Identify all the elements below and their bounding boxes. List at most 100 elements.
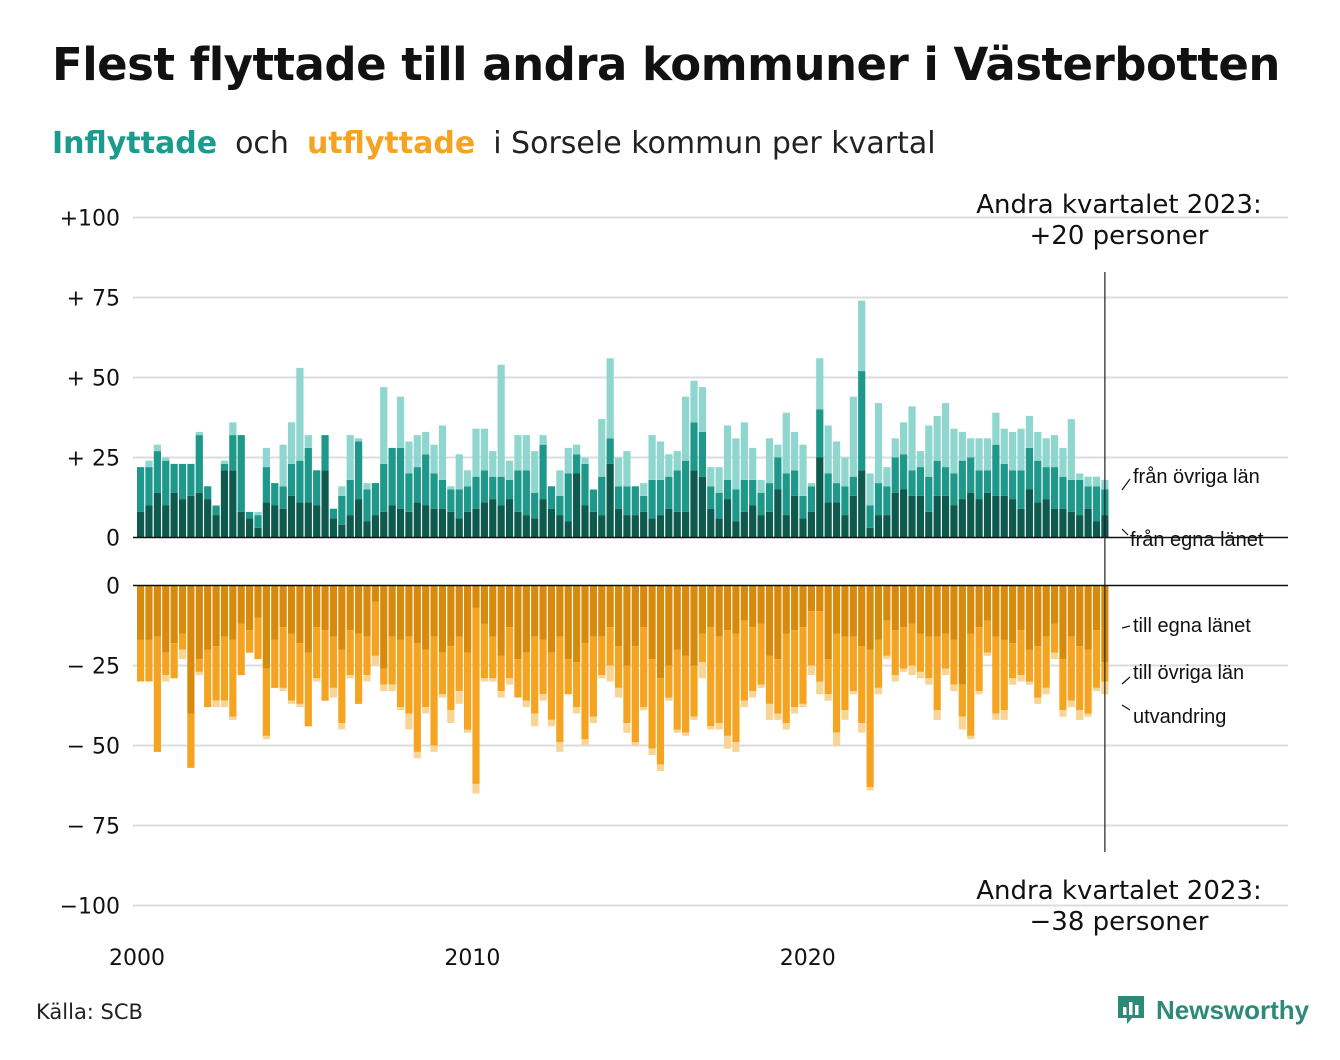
bar-in-segment bbox=[606, 438, 614, 464]
bar-in-segment bbox=[162, 460, 170, 506]
bar-in-segment bbox=[765, 483, 774, 512]
bar-out-segment bbox=[975, 627, 983, 692]
bar-in-segment bbox=[648, 435, 656, 480]
bar-in-segment bbox=[220, 470, 229, 538]
bar-in-segment bbox=[489, 451, 497, 477]
bar-in-segment bbox=[992, 412, 1000, 445]
bar-in-segment bbox=[455, 454, 463, 490]
bar-in-segment bbox=[925, 425, 933, 477]
bar-in-segment bbox=[824, 473, 832, 503]
bar-in-segment bbox=[137, 511, 145, 538]
y-tick-label: 0 bbox=[106, 527, 120, 552]
bar-in-segment bbox=[229, 422, 237, 436]
bar-in-segment bbox=[455, 518, 463, 538]
bar-out-segment bbox=[866, 649, 874, 788]
annotation-bottom-line1: Andra kvartalet 2023: bbox=[976, 876, 1261, 906]
bar-in-segment bbox=[715, 467, 723, 493]
bar-out-segment bbox=[941, 585, 950, 634]
bar-out-segment bbox=[413, 585, 421, 644]
bar-out-segment bbox=[1067, 585, 1075, 637]
bar-in-segment bbox=[287, 463, 296, 496]
bar-in-segment bbox=[782, 473, 790, 516]
bar-out-segment bbox=[220, 585, 229, 637]
bar-in-segment bbox=[304, 447, 312, 503]
bar-out-segment bbox=[321, 630, 329, 701]
bar-in-segment bbox=[237, 511, 245, 538]
bar-in-segment bbox=[682, 511, 690, 538]
bar-out-segment bbox=[505, 627, 514, 679]
bar-in-segment bbox=[162, 457, 170, 461]
bar-in-segment bbox=[556, 470, 564, 496]
bar-in-segment bbox=[874, 515, 883, 538]
bar-in-segment bbox=[430, 444, 438, 474]
bar-out-segment bbox=[355, 585, 363, 634]
bar-in-segment bbox=[380, 511, 388, 538]
bar-out-segment bbox=[1067, 700, 1075, 708]
bar-in-segment bbox=[1050, 435, 1059, 468]
bar-in-segment bbox=[598, 515, 606, 538]
subtitle-rest: i Sorsele kommun per kvartal bbox=[493, 126, 936, 161]
bar-out-segment bbox=[531, 636, 539, 714]
series-label-leader bbox=[1121, 704, 1131, 711]
bar-in-segment bbox=[665, 454, 673, 477]
bar-in-segment bbox=[480, 502, 488, 538]
bar-in-segment bbox=[908, 495, 916, 538]
bar-out-segment bbox=[405, 636, 413, 714]
bar-out-segment bbox=[313, 627, 321, 679]
bar-out-segment bbox=[363, 636, 371, 676]
bar-out-segment bbox=[279, 585, 287, 628]
bar-out-segment bbox=[715, 636, 723, 724]
bar-in-segment bbox=[891, 457, 899, 493]
bar-in-segment bbox=[967, 457, 975, 493]
bar-in-segment bbox=[866, 473, 874, 506]
series-label-leader bbox=[1121, 676, 1131, 685]
bar-in-segment bbox=[723, 499, 732, 538]
bar-out-segment bbox=[539, 694, 547, 701]
bar-out-segment bbox=[363, 675, 371, 682]
bar-in-segment bbox=[279, 508, 287, 538]
bar-out-segment bbox=[564, 659, 572, 695]
bar-out-segment bbox=[1092, 630, 1101, 688]
bar-in-segment bbox=[338, 495, 346, 525]
bar-out-segment bbox=[464, 585, 472, 653]
bar-in-segment bbox=[1042, 438, 1050, 468]
bar-in-segment bbox=[338, 524, 346, 538]
bar-in-segment bbox=[900, 422, 908, 455]
bar-out-segment bbox=[489, 678, 497, 682]
bar-in-segment bbox=[732, 521, 740, 538]
series-label: till egna länet bbox=[1133, 615, 1251, 637]
bar-in-segment bbox=[287, 495, 296, 538]
bar-in-segment bbox=[690, 422, 698, 471]
bar-in-segment bbox=[313, 505, 321, 538]
bar-out-segment bbox=[1034, 697, 1042, 704]
bar-in-segment bbox=[237, 435, 245, 512]
bar-in-segment bbox=[665, 476, 673, 509]
bar-in-segment bbox=[975, 470, 983, 500]
y-tick-label: −100 bbox=[60, 895, 120, 920]
bar-in-segment bbox=[1042, 467, 1050, 500]
bar-out-segment bbox=[422, 707, 430, 714]
y-tick-label: 0 bbox=[106, 575, 120, 600]
bar-out-segment bbox=[430, 636, 438, 746]
bar-in-segment bbox=[598, 476, 606, 516]
bar-in-segment bbox=[900, 454, 908, 490]
bar-out-segment bbox=[539, 585, 547, 640]
bar-out-segment bbox=[623, 665, 631, 724]
bar-in-segment bbox=[514, 470, 522, 512]
bar-out-segment bbox=[841, 710, 849, 720]
bar-in-segment bbox=[589, 511, 597, 538]
bar-in-segment bbox=[573, 473, 581, 538]
newsworthy-logo[interactable]: Newsworthy bbox=[1116, 994, 1309, 1026]
bar-out-segment bbox=[933, 636, 941, 711]
bar-out-segment bbox=[229, 716, 237, 720]
bar-out-segment bbox=[640, 627, 648, 708]
bar-in-segment bbox=[631, 486, 639, 516]
bar-out-segment bbox=[514, 585, 522, 660]
bar-in-segment bbox=[145, 505, 153, 538]
bar-in-segment bbox=[388, 505, 396, 538]
bar-out-segment bbox=[883, 655, 891, 660]
bar-in-segment bbox=[1034, 502, 1042, 538]
bar-out-segment bbox=[933, 710, 941, 720]
bar-in-segment bbox=[774, 444, 782, 458]
bar-in-segment bbox=[958, 460, 966, 500]
